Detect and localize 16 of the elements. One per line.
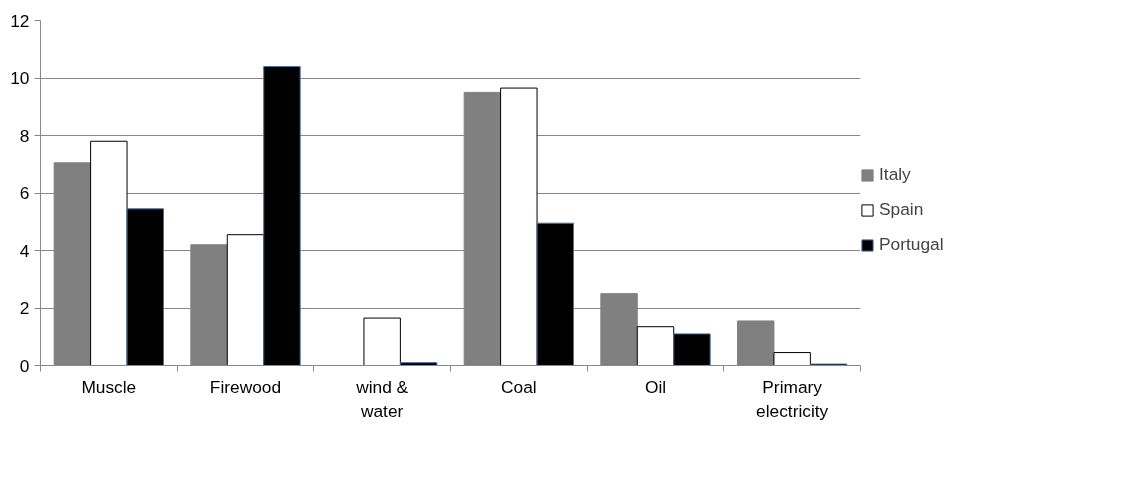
x-tick-label: Coal: [501, 376, 537, 397]
y-tick-label: 6: [19, 183, 30, 203]
y-tick-label: 2: [19, 298, 30, 318]
x-tick-label: Primary electricity: [756, 376, 829, 421]
y-tick-label: 10: [10, 68, 30, 88]
y-tick-label: 0: [19, 355, 30, 376]
x-tick-label: wind & water: [355, 376, 409, 421]
legend-label: Italy: [879, 164, 911, 185]
x-tick-label: Oil: [644, 376, 667, 397]
y-tick-label: 12: [10, 10, 30, 31]
legend-label: Portugal: [879, 234, 944, 255]
y-tick-label: 8: [19, 125, 30, 146]
x-tick-label: Muscle: [81, 376, 137, 397]
y-tick-label: 4: [19, 240, 30, 261]
legend-label: Spain: [879, 199, 924, 220]
x-tick-label: Firewood: [209, 376, 282, 397]
